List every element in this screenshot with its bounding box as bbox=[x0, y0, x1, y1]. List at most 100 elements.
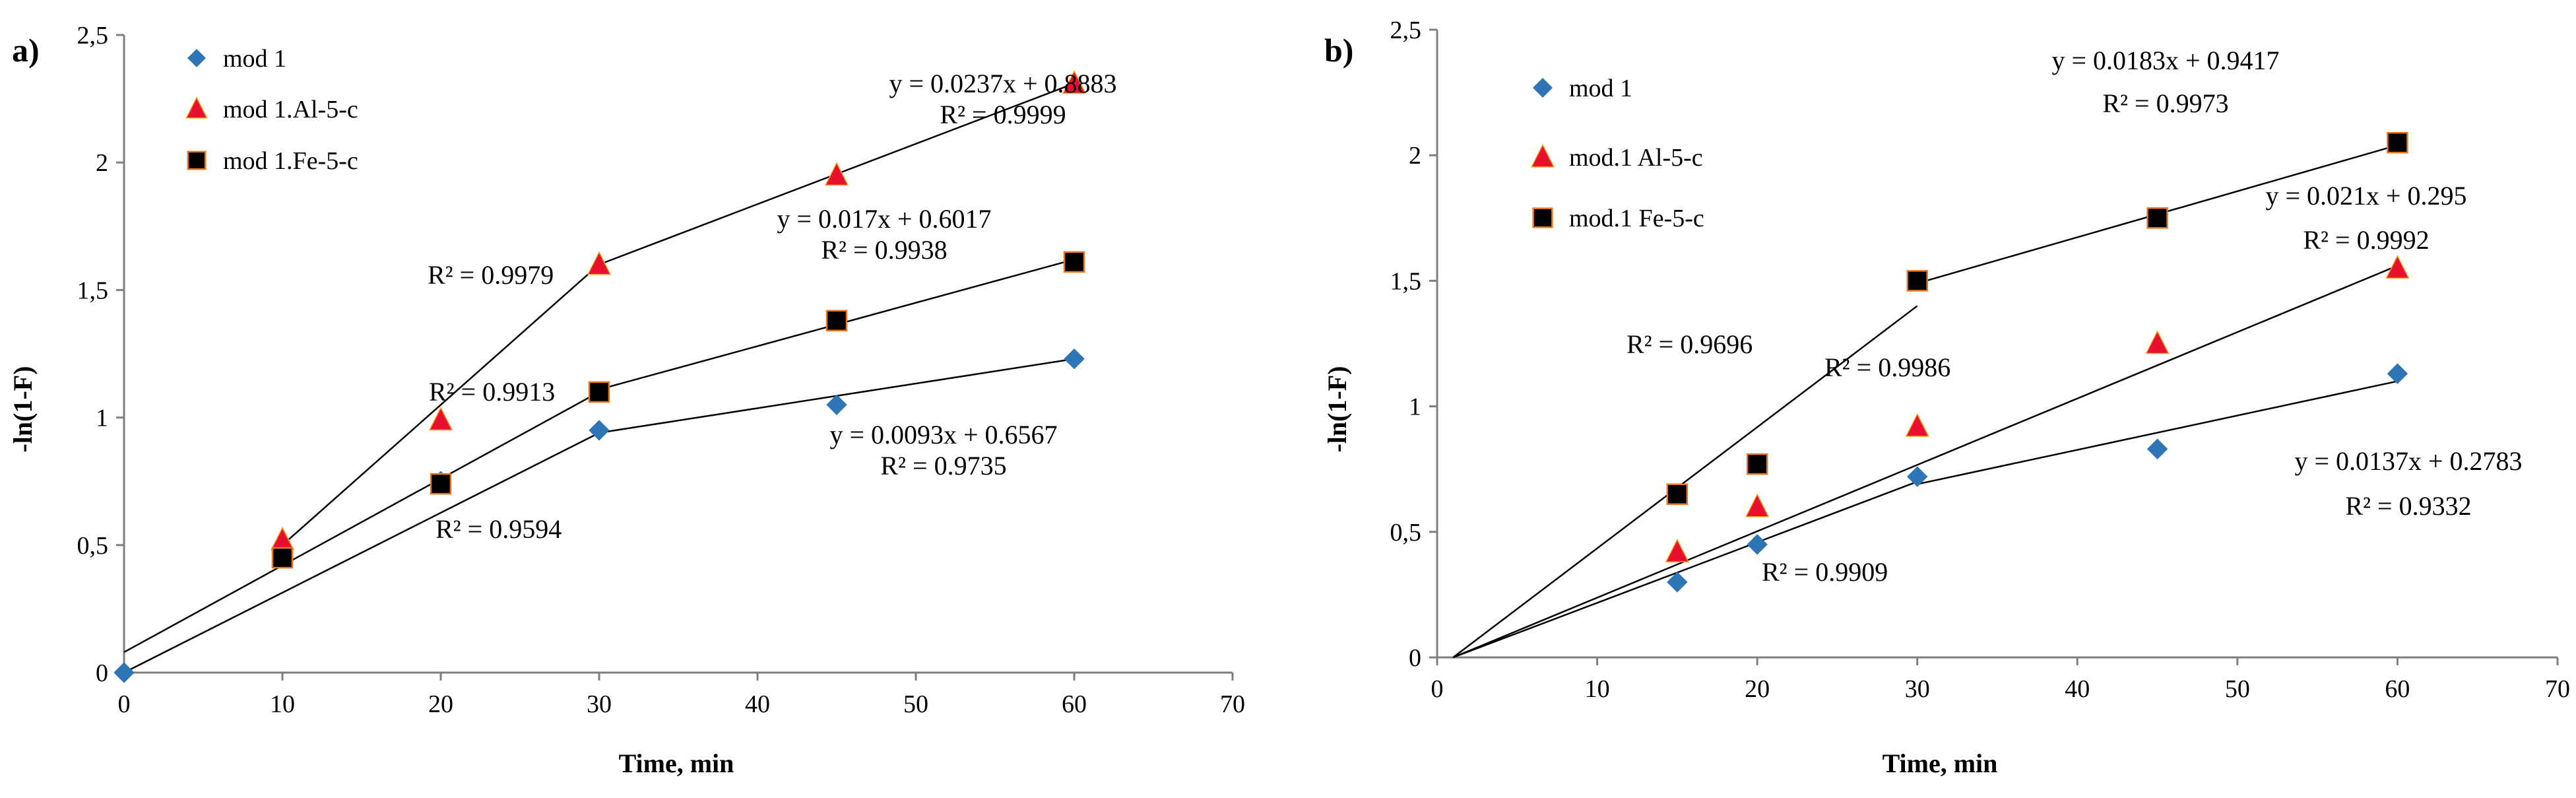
y-tick-label: 1 bbox=[96, 405, 108, 432]
regression-annotation: y = 0.0237x + 0.8883 bbox=[889, 69, 1116, 98]
panel-label: a) bbox=[12, 32, 40, 69]
regression-annotation: y = 0.021x + 0.295 bbox=[2265, 181, 2466, 211]
y-tick-label: 2 bbox=[96, 149, 108, 177]
x-tick-label: 50 bbox=[903, 690, 928, 718]
data-point bbox=[430, 473, 452, 495]
trendline bbox=[282, 263, 600, 546]
panel-a: 0 10 20 30 40 50 60 70 0 0,5 1 1,5 2 2,5 a) Time, min -l… bbox=[8, 22, 1245, 778]
data-point bbox=[428, 407, 453, 431]
data-point bbox=[1745, 493, 1770, 517]
data-point bbox=[1905, 413, 1929, 437]
data-point bbox=[589, 420, 610, 441]
y-tick-label: 0 bbox=[96, 659, 108, 687]
regression-annotation: R² = 0.9735 bbox=[880, 451, 1006, 481]
x-tick-label: 40 bbox=[745, 690, 770, 718]
x-tick-label: 20 bbox=[1745, 675, 1770, 703]
regression-annotation: R² = 0.9986 bbox=[1824, 352, 1950, 382]
data-point bbox=[271, 547, 294, 569]
regression-annotation: R² = 0.9992 bbox=[2303, 225, 2429, 255]
regression-annotation: R² = 0.9979 bbox=[428, 260, 554, 290]
data-point bbox=[587, 251, 612, 275]
y-tick-label: 2,5 bbox=[1390, 17, 1422, 44]
data-point bbox=[2387, 363, 2408, 384]
legend-marker bbox=[187, 49, 206, 67]
x-axis-title: Time, min bbox=[619, 748, 734, 778]
regression-annotation: y = 0.0093x + 0.6567 bbox=[829, 420, 1057, 449]
data-point bbox=[1667, 572, 1688, 593]
y-tick-label: 1,5 bbox=[1390, 267, 1422, 295]
y-tick-label: 1,5 bbox=[77, 277, 109, 304]
x-tick-label: 60 bbox=[2385, 675, 2410, 703]
trendline bbox=[123, 391, 600, 653]
x-tick-label: 20 bbox=[428, 690, 453, 718]
trendline bbox=[1452, 305, 1918, 658]
data-point bbox=[825, 310, 848, 332]
y-tick-label: 2,5 bbox=[77, 22, 109, 50]
legend-entry: mod 1 bbox=[1569, 75, 1632, 102]
data-point bbox=[2387, 131, 2408, 154]
x-tick-label: 10 bbox=[1585, 675, 1610, 703]
data-point bbox=[2146, 438, 2168, 459]
trendline bbox=[1452, 265, 2398, 659]
regression-annotation: R² = 0.9332 bbox=[2345, 491, 2471, 521]
x-tick-label: 50 bbox=[2225, 675, 2250, 703]
data-point bbox=[1906, 270, 1928, 292]
x-axis-title: Time, min bbox=[1883, 748, 1998, 778]
data-point bbox=[1063, 251, 1085, 273]
x-tick-label: 0 bbox=[118, 690, 131, 718]
y-tick-label: 0 bbox=[1409, 644, 1421, 672]
data-point bbox=[1062, 70, 1087, 94]
regression-annotation: R² = 0.9913 bbox=[429, 377, 555, 407]
x-tick-label: 10 bbox=[270, 690, 295, 718]
legend-marker bbox=[185, 96, 208, 119]
x-tick-label: 60 bbox=[1062, 690, 1087, 718]
regression-annotation: R² = 0.9973 bbox=[2102, 88, 2228, 118]
legend-marker bbox=[1530, 143, 1555, 168]
regression-annotation: R² = 0.9999 bbox=[940, 100, 1066, 129]
y-axis-title: -ln(1-F) bbox=[8, 366, 38, 452]
regression-annotation: y = 0.017x + 0.6017 bbox=[777, 204, 991, 234]
legend-entry: mod 1.Al-5-c bbox=[223, 96, 358, 123]
y-tick-label: 2 bbox=[1409, 142, 1421, 170]
y-axis-title: -ln(1-F) bbox=[1322, 366, 1352, 452]
x-tick-label: 70 bbox=[1220, 690, 1245, 718]
x-tick-label: 30 bbox=[1905, 675, 1930, 703]
regression-annotation: R² = 0.9938 bbox=[821, 235, 947, 265]
legend-marker bbox=[1532, 77, 1553, 98]
legend-marker bbox=[187, 150, 207, 170]
y-tick-label: 0,5 bbox=[1390, 519, 1422, 547]
regression-annotation: y = 0.0137x + 0.2783 bbox=[2294, 446, 2522, 476]
data-point bbox=[2146, 207, 2168, 229]
data-point bbox=[1665, 538, 1690, 562]
x-tick-label: 70 bbox=[2545, 675, 2570, 703]
trendline bbox=[1452, 481, 1918, 659]
legend-entry: mod.1 Al-5-c bbox=[1569, 144, 1703, 172]
data-point bbox=[1064, 349, 1085, 370]
panel-label: b) bbox=[1324, 32, 1353, 69]
data-point bbox=[2385, 255, 2410, 279]
regression-annotation: R² = 0.9909 bbox=[1762, 557, 1888, 587]
x-tick-label: 30 bbox=[587, 690, 612, 718]
panel-b: 0 10 20 30 40 50 60 70 0 0,5 1 1,5 2 2,5 b) Time, min -l… bbox=[1322, 17, 2570, 778]
data-point bbox=[1907, 466, 1928, 487]
regression-annotation: R² = 0.9696 bbox=[1626, 329, 1753, 359]
y-tick-label: 1 bbox=[1409, 393, 1421, 421]
x-tick-label: 40 bbox=[2065, 675, 2090, 703]
data-point bbox=[588, 381, 610, 403]
data-point bbox=[1747, 534, 1768, 555]
y-tick-label: 0,5 bbox=[77, 532, 109, 560]
trendline bbox=[1917, 380, 2398, 485]
data-point bbox=[824, 162, 849, 186]
trendline bbox=[123, 432, 600, 674]
legend-marker bbox=[1532, 207, 1553, 228]
data-point bbox=[1666, 483, 1689, 505]
data-point bbox=[113, 662, 135, 683]
data-point bbox=[2145, 330, 2170, 354]
data-point bbox=[826, 394, 847, 415]
x-tick-label: 0 bbox=[1431, 675, 1444, 703]
regression-annotation: R² = 0.9594 bbox=[435, 514, 562, 544]
legend-entry: mod.1 Fe-5-c bbox=[1569, 205, 1704, 232]
regression-annotation: y = 0.0183x + 0.9417 bbox=[2051, 46, 2279, 75]
data-point bbox=[1746, 453, 1768, 475]
